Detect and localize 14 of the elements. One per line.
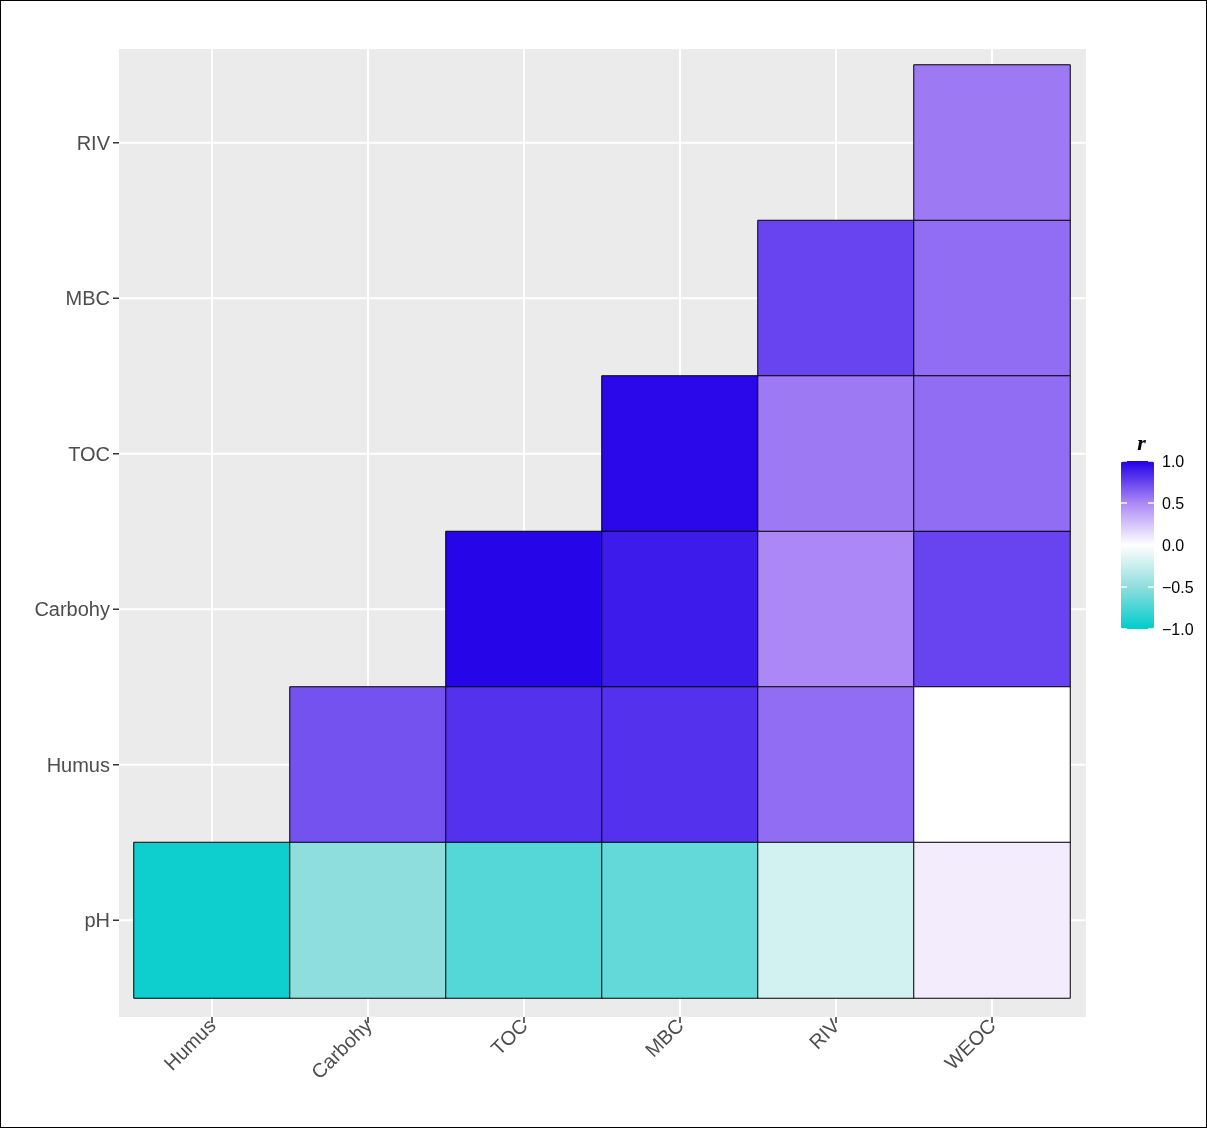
y-tick-label: MBC [65, 287, 110, 310]
y-tick-label: RIV [76, 131, 111, 154]
y-tick-label: Carbohy [34, 598, 110, 621]
y-tick-label: pH [84, 909, 110, 932]
color-bar-title: r [1137, 429, 1147, 455]
y-tick-label: Humus [46, 753, 110, 776]
x-tick-label: RIV [804, 1013, 845, 1054]
color-bar-label: 0.5 [1162, 494, 1185, 512]
color-bar-label: 0.0 [1162, 536, 1185, 554]
color-bar-label: −0.5 [1162, 578, 1194, 596]
color-bar-label: −1.0 [1162, 620, 1194, 638]
x-tick-label: TOC [486, 1014, 532, 1060]
color-bar-label: 1.0 [1162, 452, 1185, 470]
y-tick-label: TOC [68, 442, 110, 465]
